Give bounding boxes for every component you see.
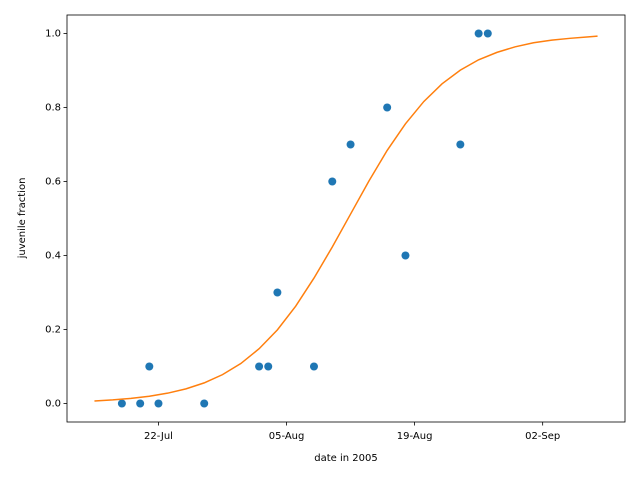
y-tick-label: 1.0 bbox=[45, 29, 61, 40]
data-point bbox=[456, 140, 465, 149]
data-point bbox=[200, 399, 209, 408]
data-point bbox=[145, 362, 154, 371]
plot-frame bbox=[66, 14, 626, 423]
y-tick-label: 0.8 bbox=[45, 103, 61, 114]
curve bbox=[94, 35, 598, 402]
data-point bbox=[401, 251, 410, 260]
data-point bbox=[474, 29, 483, 38]
data-point bbox=[483, 29, 492, 38]
data-point bbox=[273, 288, 282, 297]
x-tick-label: 22-Jul bbox=[144, 431, 173, 442]
data-point bbox=[117, 399, 126, 408]
data-point bbox=[255, 362, 264, 371]
data-point bbox=[264, 362, 273, 371]
y-tick-label: 0.0 bbox=[45, 399, 61, 410]
data-point bbox=[346, 140, 355, 149]
y-tick-label: 0.4 bbox=[45, 251, 61, 262]
data-point bbox=[328, 177, 337, 186]
y-axis-label: juvenile fraction bbox=[17, 178, 28, 260]
y-tick-label: 0.6 bbox=[45, 177, 61, 188]
data-point bbox=[309, 362, 318, 371]
x-tick-label: 02-Sep bbox=[525, 431, 560, 442]
x-tick-label: 19-Aug bbox=[397, 431, 433, 442]
data-point bbox=[136, 399, 145, 408]
y-tick-label: 0.2 bbox=[45, 325, 61, 336]
data-point bbox=[154, 399, 163, 408]
x-axis-label: date in 2005 bbox=[314, 453, 377, 464]
x-tick-label: 05-Aug bbox=[269, 431, 305, 442]
data-point bbox=[383, 103, 392, 112]
